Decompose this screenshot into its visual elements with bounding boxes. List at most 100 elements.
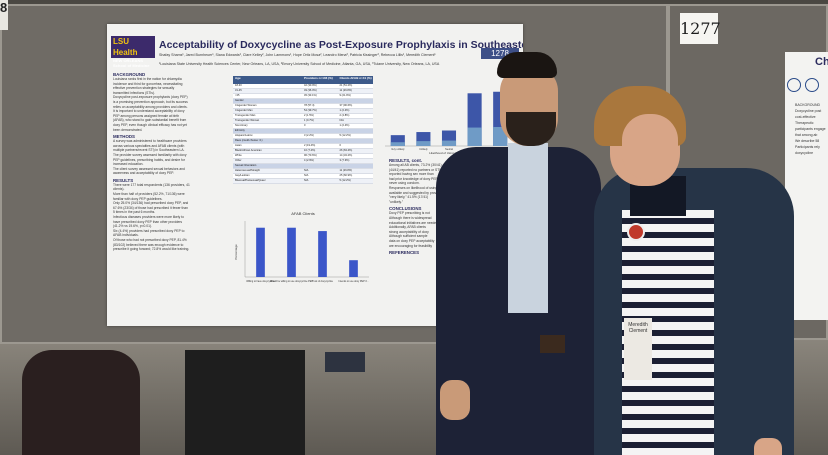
table-cell: 3 (7.3%) <box>339 159 350 162</box>
table-cell <box>302 129 338 133</box>
table-cell: 49 (36.0%) <box>304 89 317 92</box>
chart-left-bar <box>287 227 296 277</box>
results-line: 5 times in the past 6 months. <box>113 210 156 215</box>
background-line: transmitted infections (STIs). <box>113 90 155 95</box>
results-line: Of those who had not prescribed doxy PEP… <box>113 238 187 242</box>
background-line: PEP among persons assigned female at bir… <box>113 113 180 118</box>
table-cell <box>302 99 338 103</box>
adjacent-poster-title: Ch <box>815 56 828 68</box>
table-cell: Gay/Lesbian <box>235 174 250 177</box>
table-header: Age Providers n=136 (%) Clients AFAB n=41 … <box>233 76 373 84</box>
table-cell: 2 (1.5%) <box>304 114 314 117</box>
results-line: clients). <box>113 187 125 192</box>
table-cell: 31-45 <box>235 89 242 92</box>
table-cell: 45 (33.1%) <box>304 94 317 97</box>
table-cell: 1 (2.4%) <box>339 124 350 127</box>
table-cell: Transgender Man <box>235 114 256 117</box>
table-header-cell: Clients AFAB n=41 (%) <box>339 76 372 80</box>
chart-right-bar-segment <box>416 141 431 146</box>
results-cont-line: available and suggested by provider <box>389 190 442 195</box>
table-cell: Asian <box>235 144 242 147</box>
chart-left-tick-label: Trust of doxycycline <box>312 280 334 283</box>
section-conclusions-heading: CONCLUSIONS <box>389 206 422 212</box>
table-cell <box>338 139 374 143</box>
table-cell: 14 (34.2%) <box>339 154 353 157</box>
background-line: Doxycycline post-exposure prophylaxis (d… <box>113 95 188 100</box>
demographics-table: Age Providers n=136 (%) Clients AFAB n=41 … <box>233 76 373 184</box>
adjacent-poster-line: cost-effective <box>795 115 816 119</box>
chart-right-tick-label: Very unlikely <box>391 148 405 151</box>
table-row: Cisgender Man 54 (39.7%) 1 (2.4%) <box>233 109 373 114</box>
table-cell: 18-30 <box>235 84 242 87</box>
table-cell: Transgender Woman <box>235 119 260 122</box>
table-cell: Non-binary <box>235 124 248 127</box>
man-hand <box>440 380 470 420</box>
chart-left-bar <box>349 260 358 277</box>
results-cont-line: "very likely," 41.5% (17/41) <box>389 195 429 200</box>
man-shirt <box>508 143 548 313</box>
table-row: Hispanic/Latinx 3 (2.2%) 5 (12.2%) <box>233 134 373 139</box>
table-header-cell: Providers n=136 (%) <box>304 76 333 80</box>
table-row: <45 45 (33.1%) 9 (21.9%) <box>233 94 373 99</box>
table-row: Cisgender Woman 78 (57.4) 37 (90.6%) <box>233 104 373 109</box>
results-line: Infectious diseases providers were more … <box>113 215 184 220</box>
table-cell: White <box>235 154 242 157</box>
table-cell: 0 <box>339 144 341 147</box>
logo-main-text: LSU Health <box>113 37 138 57</box>
table-cell: 10 (7.4%) <box>304 149 316 152</box>
chart-left-tick-label: Intends to use doxy PEP if... <box>339 280 369 283</box>
results-cont-line: reported having sex more than <box>389 172 434 177</box>
conclusions-line: educational initiatives are needed <box>389 220 438 225</box>
table-cell <box>338 129 374 133</box>
methods-line: PEP guidelines, prescribing habits, and … <box>113 157 185 162</box>
conclusions-line: strong acceptability of doxy <box>389 229 429 234</box>
board-edge-label: 8 <box>0 0 8 30</box>
table-cell: 0 <box>304 124 306 127</box>
man-belt <box>540 335 565 353</box>
table-row: Gay/Lesbian N/A 25 (60.9%) <box>233 174 373 179</box>
woman-face-front <box>622 114 678 180</box>
background-line: Louisiana ranks first in the nation for … <box>113 77 182 81</box>
conclusions-line: Although there is widespread <box>389 215 432 220</box>
results-cont-line: (44/41) reported no partners or STI <box>389 167 441 172</box>
results-cont-text: Among all AB clients, 73.2% (30/41) (44/4… <box>389 163 517 204</box>
table-cell: 2 (4.8%) <box>339 114 350 117</box>
table-cell: Ethnicity <box>235 129 245 132</box>
methods-line: A survey was administered to healthcare … <box>113 139 187 144</box>
table-row: 18-30 42 (30.9%) 21 (51.2%) <box>233 84 373 89</box>
chart-left-ylabel: Percentage <box>234 244 238 260</box>
table-cell: 26 (63.4%) <box>339 149 353 152</box>
table-row: 31-45 49 (36.0%) 11 (26.8%) <box>233 89 373 94</box>
results-line: familiar with doxy PEP guidelines. <box>113 196 163 201</box>
methods-line: The client survey assessed sexual behavi… <box>113 166 185 171</box>
table-cell: 37 (90.6%) <box>339 104 353 107</box>
logo-school-text: School of Medicine <box>113 63 150 68</box>
table-cell: Cisgender Man <box>235 109 253 112</box>
results-line: AFAB individuals. <box>113 233 139 238</box>
results-line: (41.2% vs 19.6%, p<0.01). <box>113 224 152 229</box>
adjacent-poster-line: BACKGROUND <box>795 103 821 107</box>
table-cell: 5 (12.2%) <box>339 179 351 182</box>
table-cell: 78 (57.4) <box>304 104 315 107</box>
table-cell: N/A <box>339 119 344 122</box>
circle-icon <box>787 78 801 92</box>
results-line: There were 177 total respondents (136 pr… <box>113 182 190 187</box>
adjacent-poster-line: that among ab <box>795 133 818 137</box>
table-cell: Hispanic/Latinx <box>235 134 253 137</box>
name-badge-first: Meredith <box>628 322 648 328</box>
table-cell: 5 (12.2%) <box>339 134 351 137</box>
table-cell <box>338 99 374 103</box>
results-line: Six (4.4%) providers had prescribed doxy… <box>113 228 185 233</box>
table-cell: 9 (21.9%) <box>339 94 351 97</box>
background-line: (AFAB), who stand to gain substantial be… <box>113 118 187 123</box>
table-cell: Bisexual/Pansexual/Queer <box>235 179 266 182</box>
chart-right-bar-segment <box>390 142 405 146</box>
table-cell: 3 (2.2%) <box>304 134 314 137</box>
section-references-heading: REFERENCES <box>389 250 420 256</box>
table-row: Race (could choose >1) <box>233 139 373 144</box>
afab-clients-bar-chart: AFAB Clients Percentage Willing to have … <box>234 211 369 283</box>
table-cell: 1 (2.4%) <box>339 109 350 112</box>
table-row: Transgender Man 2 (1.5%) 2 (4.8%) <box>233 114 373 119</box>
table-cell: 54 (39.7%) <box>304 109 317 112</box>
table-row: Asian 2 (19.4%) 0 <box>233 144 373 149</box>
